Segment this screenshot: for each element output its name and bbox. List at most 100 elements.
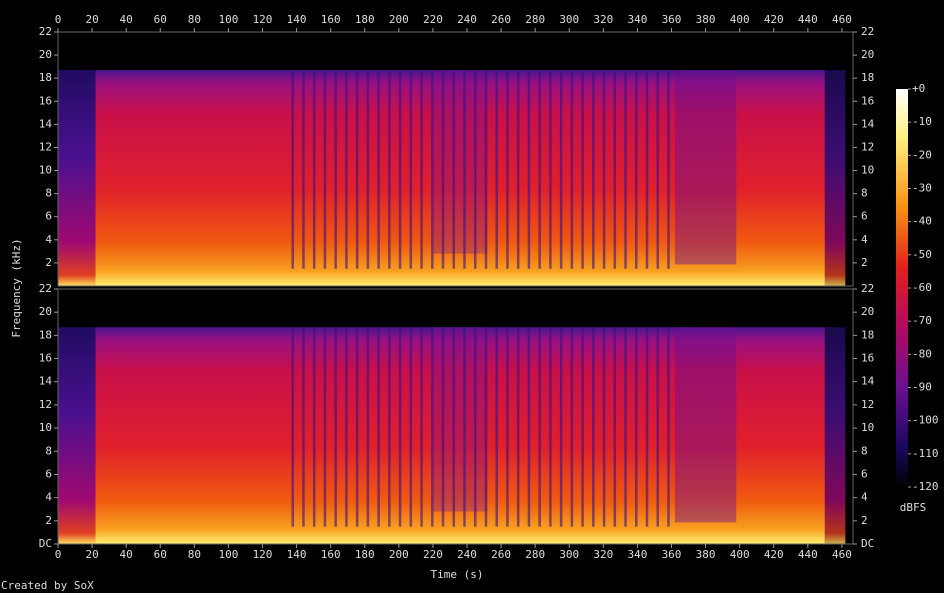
spectrum-stripe [527, 70, 531, 269]
x-tick-label: 140 [287, 13, 307, 26]
spectrum-stripe [613, 70, 617, 269]
y-tick-label: 6 [861, 210, 868, 223]
spectrum-stripe [602, 327, 606, 527]
y-tick-label: 8 [861, 444, 868, 457]
spectrum-stripe [323, 327, 327, 527]
spectrum-stripe [473, 70, 477, 269]
spectrum-stripe [366, 327, 370, 527]
y-tick-label: 14 [861, 375, 875, 388]
x-tick-label: 400 [730, 13, 750, 26]
x-tick-label: 260 [491, 548, 511, 561]
spectrum-stripe [484, 70, 488, 269]
panel-frame [57, 31, 854, 287]
spectrum-stripe [527, 327, 531, 527]
y-tick-label: 14 [39, 375, 53, 388]
y-tick-label: 22 [39, 282, 52, 295]
x-tick-label: 60 [154, 13, 167, 26]
x-tick-label: 460 [832, 13, 852, 26]
spectrum-stripe [656, 327, 660, 527]
x-tick-label: 340 [627, 548, 647, 561]
spectrum-stripe [355, 70, 359, 269]
x-tick-label: 200 [389, 13, 409, 26]
colorbar-tick-label: +0 [912, 82, 925, 95]
x-tick-label: 160 [321, 13, 341, 26]
spectrum-intro [58, 327, 96, 544]
y-tick-label: 8 [45, 444, 52, 457]
x-tick-label: 300 [559, 13, 579, 26]
spectrum-stripe [602, 70, 606, 269]
x-tick-label: 280 [525, 13, 545, 26]
x-tick-label: 120 [253, 13, 273, 26]
spectrum-stripe [398, 70, 402, 269]
y-tick-label: 20 [861, 305, 874, 318]
spectrum-stripe [645, 327, 649, 527]
y-tick-label: 20 [39, 48, 52, 61]
spectrum-stripe [538, 327, 541, 527]
y-tick-label: 2 [861, 514, 868, 527]
y-tick-label: 10 [39, 164, 52, 177]
x-tick-label: 260 [491, 13, 511, 26]
x-tick-label: 80 [188, 13, 201, 26]
y-tick-label: 20 [39, 305, 52, 318]
footer: Created by SoX [1, 579, 94, 592]
spectrum-body [95, 327, 825, 544]
y-tick-label: 14 [861, 117, 875, 130]
spectrum-stripe [624, 70, 627, 269]
spectrum-quiet [674, 327, 737, 523]
spectrum-stripe [420, 327, 423, 527]
colorbar-tick-label: -120 [912, 480, 939, 493]
spectrum-stripe [334, 70, 337, 269]
spectrum-stripe [667, 327, 670, 527]
spectrum-stripe [559, 70, 563, 269]
spectrum-stripe [495, 70, 498, 269]
spectrum-stripe [452, 70, 456, 269]
colorbar-tick-label: -20 [912, 148, 932, 161]
y-tick-label: 6 [45, 210, 52, 223]
x-tick-label: 380 [696, 13, 716, 26]
spectrum-stripe [624, 327, 627, 527]
x-tick-label: 20 [85, 13, 98, 26]
spectrum-stripe [656, 70, 660, 269]
spectrum-stripe [431, 70, 434, 269]
spectrum-stripe [473, 327, 477, 527]
spectrum-stripe [355, 327, 359, 527]
spectrum-stripe [441, 70, 445, 269]
spectrum-stripe [516, 327, 520, 527]
spectrum-stripe [635, 70, 638, 269]
x-tick-label: 280 [525, 548, 545, 561]
spectrum-stripe [549, 70, 552, 269]
y-tick-label: 4 [861, 233, 868, 246]
spectrum-stripe [377, 70, 380, 269]
spectrum-stripe [613, 327, 617, 527]
spectrum-quiet [432, 70, 488, 254]
spectrum-stripe [645, 70, 649, 269]
y-tick-label: 10 [861, 421, 874, 434]
colorbar-tick-label: -70 [912, 314, 932, 327]
x-tick-label: 20 [85, 548, 98, 561]
spectrum-outro [824, 70, 846, 286]
spectrum-stripe [398, 327, 402, 527]
panel-frame [57, 288, 854, 545]
x-tick-label: 400 [730, 548, 750, 561]
y-axis-label: Frequency (kHz) [10, 238, 23, 337]
y-tick-label: 16 [39, 352, 52, 365]
x-tick-label: 0 [55, 13, 62, 26]
x-tick-label: 240 [457, 548, 477, 561]
spectrum-stripe [334, 327, 337, 527]
x-tick-label: 0 [55, 548, 62, 561]
x-tick-label: 100 [218, 13, 238, 26]
x-tick-label: 220 [423, 548, 443, 561]
x-tick-label: 300 [559, 548, 579, 561]
y-tick-label: 16 [861, 94, 874, 107]
y-tick-label: 12 [861, 398, 874, 411]
spectrum-stripe [291, 327, 294, 527]
y-tick-label: 4 [861, 491, 868, 504]
plot-area [57, 31, 854, 545]
colorbar-tick-label: -40 [912, 215, 932, 228]
spectrum-stripe [484, 327, 488, 527]
spectrum-stripe [570, 327, 574, 527]
spectrum-quiet [432, 327, 488, 512]
spectrum-stripe [516, 70, 520, 269]
y-tick-label: 2 [45, 256, 52, 269]
